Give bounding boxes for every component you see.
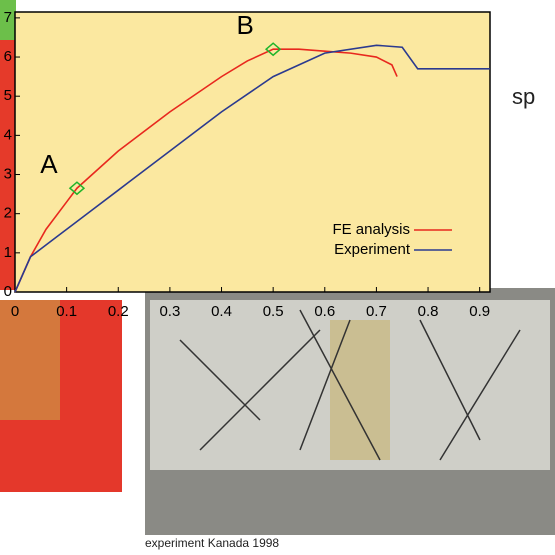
chart: 0 1 2 3 4 5 6 7 0 0.1 0.2 0.3 0.4 0.5 0.6 0.7 0.8 0.9 FE a… [4,9,490,320]
x-tick-label: 0.3 [159,303,180,320]
series-line [14,44,490,293]
x-tick-label: 0.9 [469,303,490,320]
marker [264,42,282,57]
marker-label: A [40,149,58,179]
x-tick-label: 0.4 [211,303,232,320]
x-tick-label: 0.7 [366,303,387,320]
x-tick-label: 0.1 [56,303,77,320]
y-tick-label: 3 [4,165,12,182]
legend-label: FE analysis [332,221,410,238]
caption: experiment Kanada 1998 [145,536,279,550]
background-image [0,40,16,290]
x-tick-label: 0.2 [108,303,129,320]
legend-label: Experiment [334,241,411,258]
x-tick-label: 0 [11,303,19,320]
crack-lines [179,309,521,461]
marker-label: B [236,10,253,40]
x-tick-label: 0.6 [314,303,335,320]
y-tick-label: 4 [4,126,12,143]
y-tick-label: 5 [4,87,12,104]
y-tick-label: 1 [4,244,12,261]
y-tick-label: 7 [4,9,12,26]
series-line [14,48,398,293]
x-tick-label: 0.5 [263,303,284,320]
y-tick-label: 2 [4,205,12,222]
fe-contour-image [0,300,60,420]
experiment-photo [330,320,390,460]
background-image [0,0,16,40]
y-tick-label: 0 [4,283,12,300]
x-tick-label: 0.8 [418,303,439,320]
side-text: sp [512,84,535,109]
marker [68,181,86,196]
y-tick-label: 6 [4,48,12,65]
